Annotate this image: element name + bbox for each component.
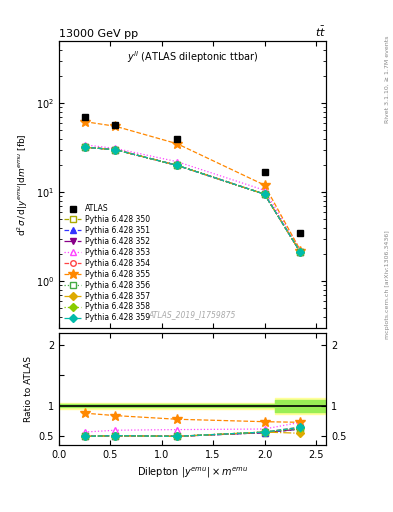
Text: 13000 GeV pp: 13000 GeV pp — [59, 29, 138, 39]
Text: $t\bar{t}$: $t\bar{t}$ — [315, 25, 326, 39]
Text: Rivet 3.1.10, ≥ 1.7M events: Rivet 3.1.10, ≥ 1.7M events — [385, 36, 389, 123]
Legend: ATLAS, Pythia 6.428 350, Pythia 6.428 351, Pythia 6.428 352, Pythia 6.428 353, P: ATLAS, Pythia 6.428 350, Pythia 6.428 35… — [63, 203, 152, 324]
Y-axis label: $\mathrm{d}^2\sigma\,/\,\mathrm{d}|y^{emu}|\mathrm{d}m^{emu}$ [fb]: $\mathrm{d}^2\sigma\,/\,\mathrm{d}|y^{em… — [16, 133, 30, 236]
Text: mcplots.cern.ch [arXiv:1306.3436]: mcplots.cern.ch [arXiv:1306.3436] — [385, 230, 389, 339]
Y-axis label: Ratio to ATLAS: Ratio to ATLAS — [24, 356, 33, 422]
Text: ATLAS_2019_I1759875: ATLAS_2019_I1759875 — [149, 310, 236, 319]
X-axis label: Dilepton $|y^{emu}|\times m^{emu}$: Dilepton $|y^{emu}|\times m^{emu}$ — [137, 466, 248, 480]
Text: $y^{ll}$ (ATLAS dileptonic ttbar): $y^{ll}$ (ATLAS dileptonic ttbar) — [127, 50, 258, 66]
